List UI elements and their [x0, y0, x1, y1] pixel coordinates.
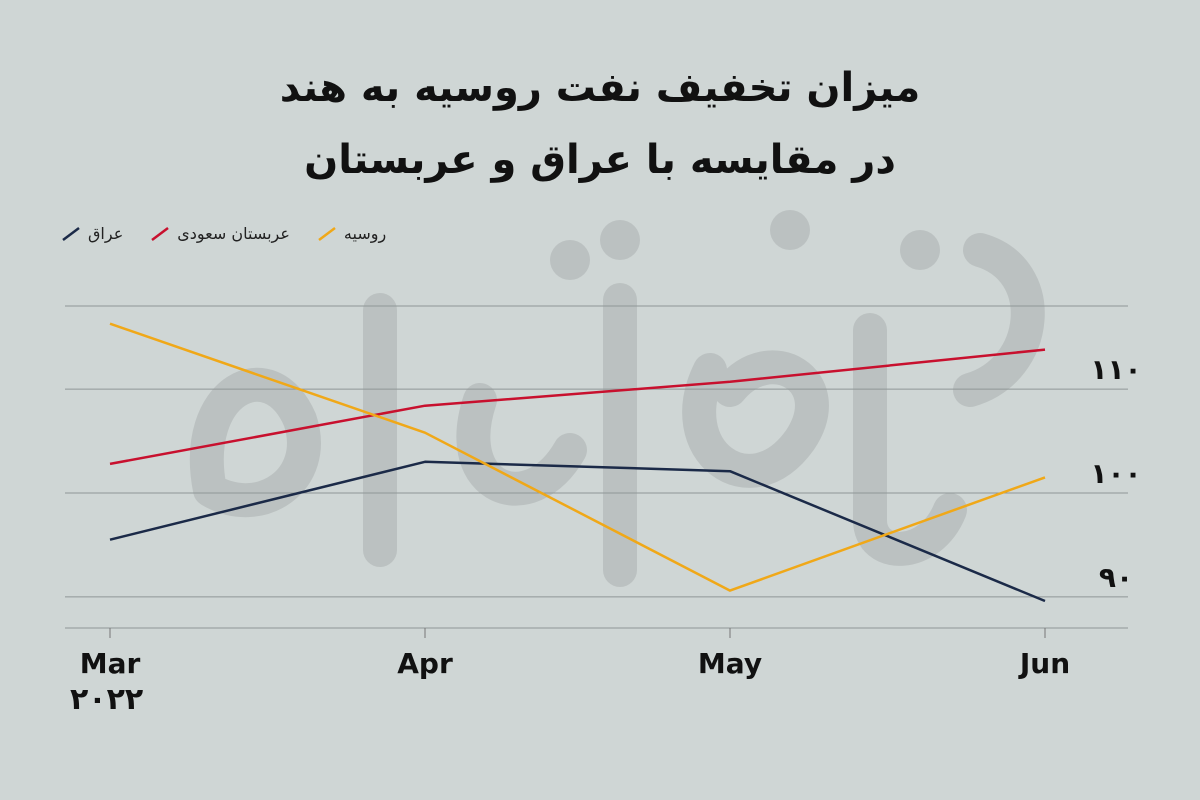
series-line-2: [109, 322, 1046, 592]
legend-item-russia: روسیه: [316, 224, 386, 243]
legend-item-saudi: عربستان سعودی: [149, 224, 290, 243]
x-tick-label-apr: Apr: [397, 647, 453, 680]
legend-swatch-line-saudi: [151, 226, 169, 241]
legend-swatch-saudi: [149, 226, 171, 242]
x-tick-label-jun: Jun: [1018, 647, 1070, 680]
y-tick-label-0: ۹۰: [1099, 561, 1133, 594]
legend-swatch-line-iraq: [62, 226, 80, 241]
chart-grid: [65, 305, 1128, 598]
chart-title-line-2: در مقایسه با عراق و عربستان: [304, 137, 896, 183]
y-tick-label-1: ۱۰۰: [1090, 457, 1141, 490]
legend-item-iraq: عراق: [60, 224, 123, 243]
series-line-1: [109, 348, 1046, 466]
chart-title-line-1: میزان تخفیف نفت روسیه به هند: [279, 65, 921, 111]
x-tick-label-may: May: [698, 647, 762, 680]
chart-legend: عراق عربستان سعودی روسیه: [60, 224, 386, 243]
series-line-0: [109, 460, 1046, 603]
y-tick-label-2: ۱۱۰: [1090, 353, 1141, 386]
chart-series: [109, 322, 1046, 603]
x-tick-label-mar: Mar: [80, 647, 141, 680]
y-axis: ۹۰ ۱۰۰ ۱۱۰: [1090, 353, 1141, 594]
legend-swatch-russia: [316, 226, 338, 242]
legend-label-russia: روسیه: [343, 224, 387, 243]
year-label: ۲۰۲۲: [70, 682, 144, 717]
x-axis: Mar Apr May Jun: [65, 627, 1128, 680]
legend-swatch-line-russia: [318, 226, 336, 241]
watermark-logo: [189, 210, 1045, 587]
legend-swatch-iraq: [60, 226, 82, 242]
chart-title: میزان تخفیف نفت روسیه به هند در مقایسه ب…: [0, 52, 1200, 196]
legend-label-saudi: عربستان سعودی: [177, 224, 290, 243]
legend-label-iraq: عراق: [88, 224, 124, 243]
